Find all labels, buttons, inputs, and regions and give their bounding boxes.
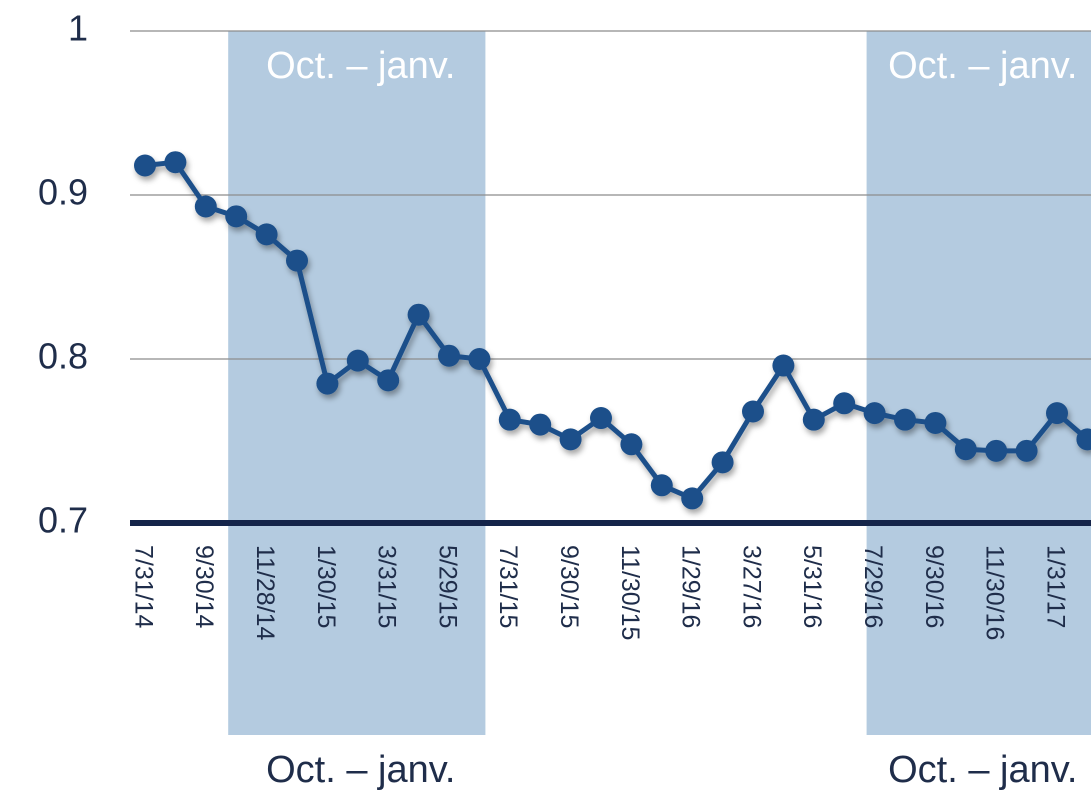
point (863, 402, 886, 425)
point (286, 249, 308, 272)
point (1015, 439, 1038, 462)
series (134, 151, 1091, 510)
x-tick-label: 9/30/15 (555, 545, 583, 628)
point (1046, 402, 1068, 425)
point (134, 154, 156, 177)
x-tick-label: 7/31/15 (494, 545, 522, 628)
point (650, 474, 673, 497)
x-tick-label: 1/31/17 (1041, 545, 1069, 628)
point (894, 408, 916, 431)
period-label: Oct. – janv. (266, 45, 455, 87)
period-label: Oct. – janv. (888, 749, 1077, 791)
x-tick-label: 1/29/16 (677, 545, 705, 628)
point (711, 451, 734, 474)
point (498, 408, 521, 431)
point (194, 195, 217, 218)
x-tick-label: 11/28/14 (251, 545, 279, 641)
point (681, 487, 704, 510)
x-tick-label: 7/31/14 (129, 545, 157, 629)
y-tick-label: 1 (68, 8, 88, 49)
point (438, 344, 460, 367)
period-label: Oct. – janv. (266, 749, 455, 791)
point (316, 372, 339, 395)
point (377, 369, 400, 392)
x-tick-label: 5/29/15 (433, 545, 461, 628)
x-tick-label: 9/30/14 (190, 545, 218, 629)
point (255, 223, 278, 246)
x-tick-label: 3/27/16 (737, 545, 765, 628)
x-tick-label: 11/30/16 (981, 545, 1009, 640)
point (1076, 428, 1091, 451)
point (742, 400, 764, 423)
shaded-period (866, 31, 1091, 735)
point (620, 433, 643, 456)
point (772, 354, 795, 377)
point (559, 428, 582, 451)
y-tick-label: 0.9 (38, 172, 88, 213)
point (924, 411, 947, 434)
point (954, 438, 977, 461)
point (407, 303, 430, 326)
point (164, 151, 187, 174)
point (833, 392, 856, 415)
point (802, 408, 825, 431)
point (346, 349, 369, 372)
x-tick-label: 5/31/16 (798, 545, 826, 628)
y-tick-label: 0.7 (38, 500, 88, 541)
shaded-period (228, 31, 486, 735)
point (225, 205, 248, 228)
x-tick-label: 11/30/15 (616, 545, 644, 640)
point (529, 413, 552, 436)
point (985, 439, 1008, 462)
y-tick-label: 0.8 (38, 336, 88, 377)
period-label: Oct. – janv. (888, 45, 1077, 87)
point (468, 348, 491, 370)
x-tick-label: 1/30/15 (312, 545, 340, 628)
x-tick-label: 7/29/16 (859, 545, 887, 628)
x-tick-label: 3/31/15 (373, 545, 401, 628)
point (590, 407, 612, 430)
x-tick-label: 9/30/16 (920, 545, 948, 628)
